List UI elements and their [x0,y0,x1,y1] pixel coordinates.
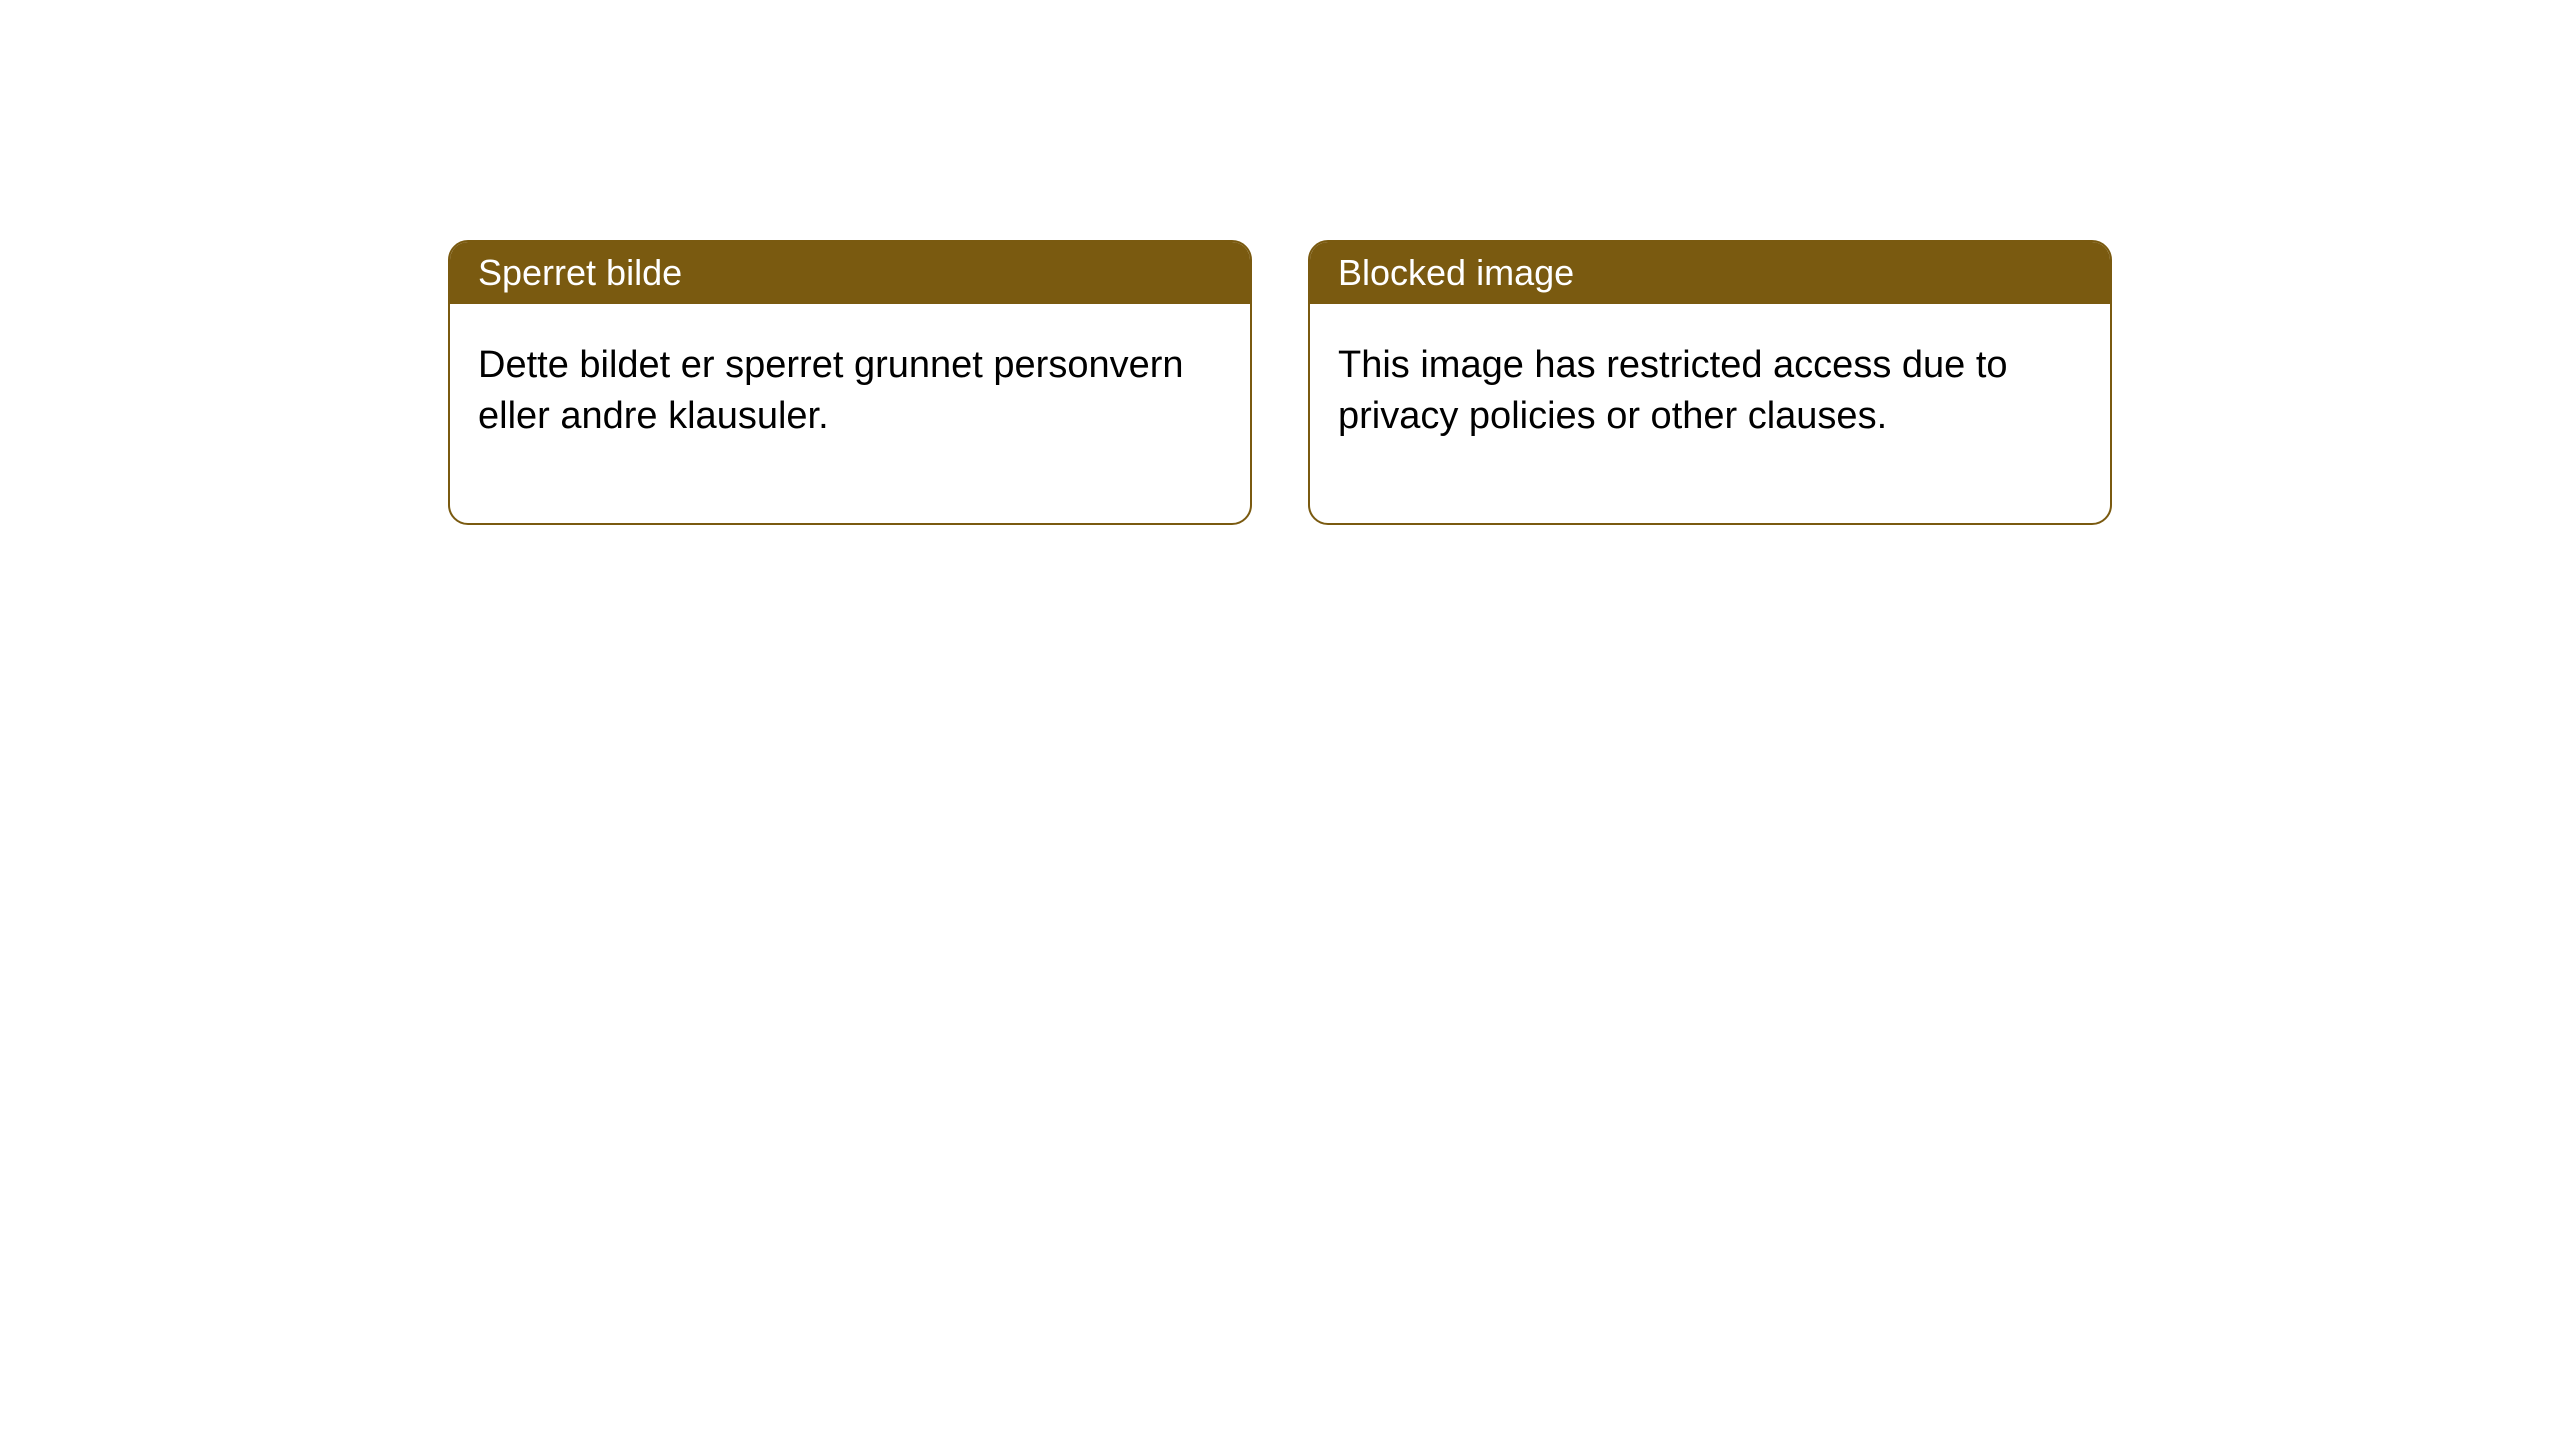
notice-body-en: This image has restricted access due to … [1310,304,2110,523]
notice-container: Sperret bilde Dette bildet er sperret gr… [448,240,2112,525]
notice-title-no: Sperret bilde [478,252,682,293]
notice-card-no: Sperret bilde Dette bildet er sperret gr… [448,240,1252,525]
notice-title-en: Blocked image [1338,252,1574,293]
notice-body-no: Dette bildet er sperret grunnet personve… [450,304,1250,523]
notice-header-en: Blocked image [1310,242,2110,304]
notice-text-no: Dette bildet er sperret grunnet personve… [478,344,1184,437]
notice-header-no: Sperret bilde [450,242,1250,304]
notice-text-en: This image has restricted access due to … [1338,344,2008,437]
notice-card-en: Blocked image This image has restricted … [1308,240,2112,525]
